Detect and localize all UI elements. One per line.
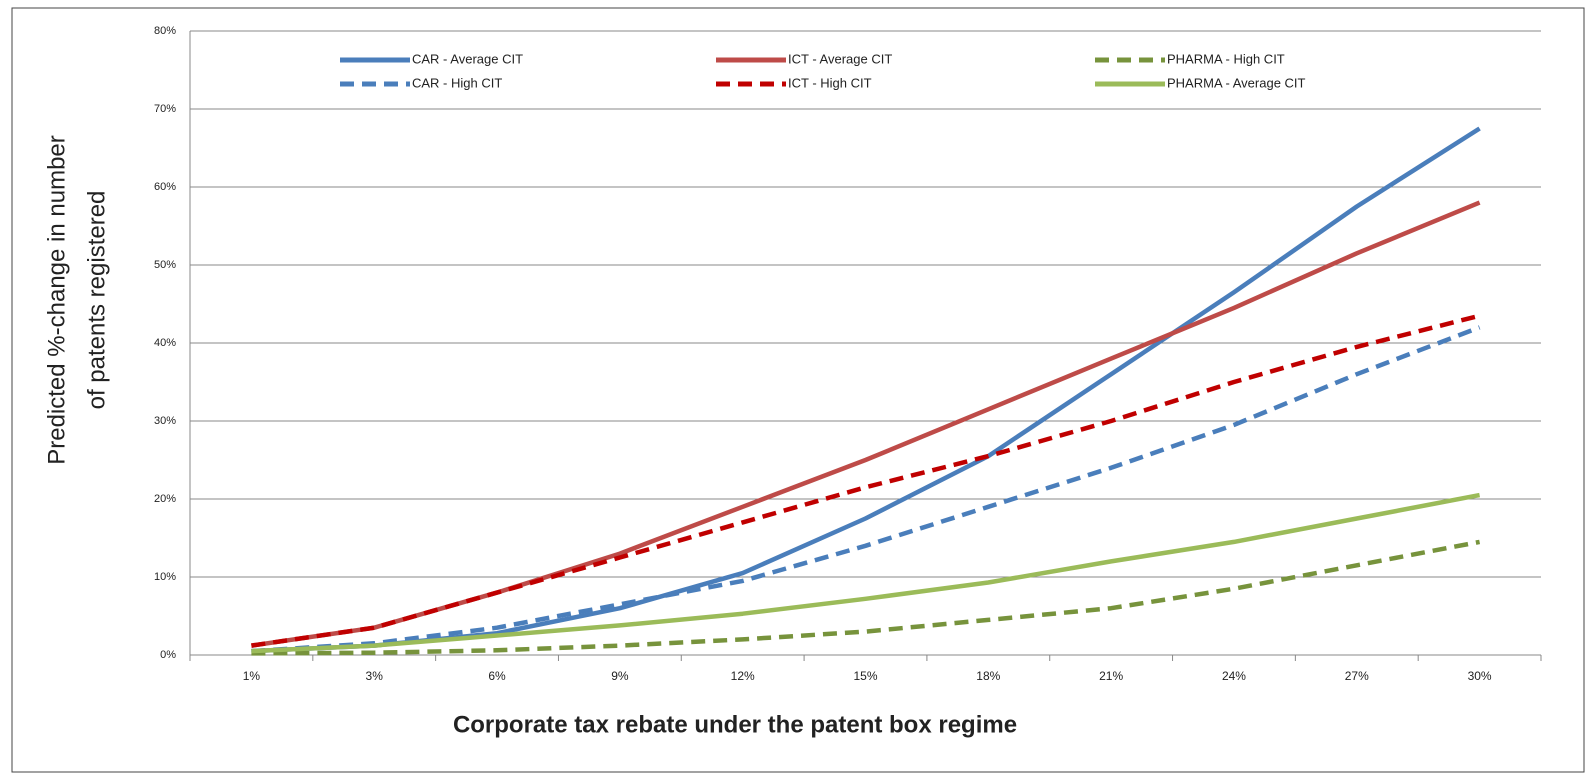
x-tick-label: 30%: [1468, 669, 1492, 683]
legend-label: PHARMA - Average CIT: [1167, 75, 1306, 90]
legend-label: CAR - High CIT: [412, 75, 502, 90]
x-tick-label: 1%: [243, 669, 261, 683]
y-tick-label: 30%: [154, 415, 176, 427]
y-tick-label: 60%: [154, 181, 176, 193]
y-tick-label: 40%: [154, 337, 176, 349]
series-line: [251, 313, 1481, 648]
frame: [11, 7, 1585, 773]
x-axis-title: Corporate tax rebate under the patent bo…: [453, 711, 1017, 738]
x-tick-label: 3%: [366, 669, 384, 683]
legend-label: ICT - High CIT: [788, 75, 872, 90]
y-tick-label: 0%: [160, 649, 176, 661]
x-tick-label: 27%: [1345, 669, 1369, 683]
y-axis-title: of patents registered: [83, 191, 110, 410]
x-tick-label: 24%: [1222, 669, 1246, 683]
y-axis-title: Predicted %-change in number: [43, 135, 70, 465]
x-tick-label: 6%: [488, 669, 506, 683]
x-tick-label: 15%: [853, 669, 877, 683]
series-line: [251, 539, 1481, 656]
x-tick-label: 18%: [976, 669, 1000, 683]
y-tick-label: 70%: [154, 103, 176, 115]
y-tick-label: 50%: [154, 259, 176, 271]
x-tick-label: 12%: [731, 669, 755, 683]
y-tick-label: 80%: [154, 25, 176, 37]
y-tick-label: 10%: [154, 571, 176, 583]
x-tick-label: 21%: [1099, 669, 1123, 683]
series-line: [251, 492, 1481, 654]
series-line: [251, 325, 1481, 654]
legend-label: ICT - Average CIT: [788, 51, 892, 66]
x-tick-label: 9%: [611, 669, 629, 683]
y-tick-label: 20%: [154, 493, 176, 505]
legend-label: PHARMA - High CIT: [1167, 51, 1285, 66]
legend-label: CAR - Average CIT: [412, 51, 523, 66]
series-line: [251, 126, 1481, 654]
